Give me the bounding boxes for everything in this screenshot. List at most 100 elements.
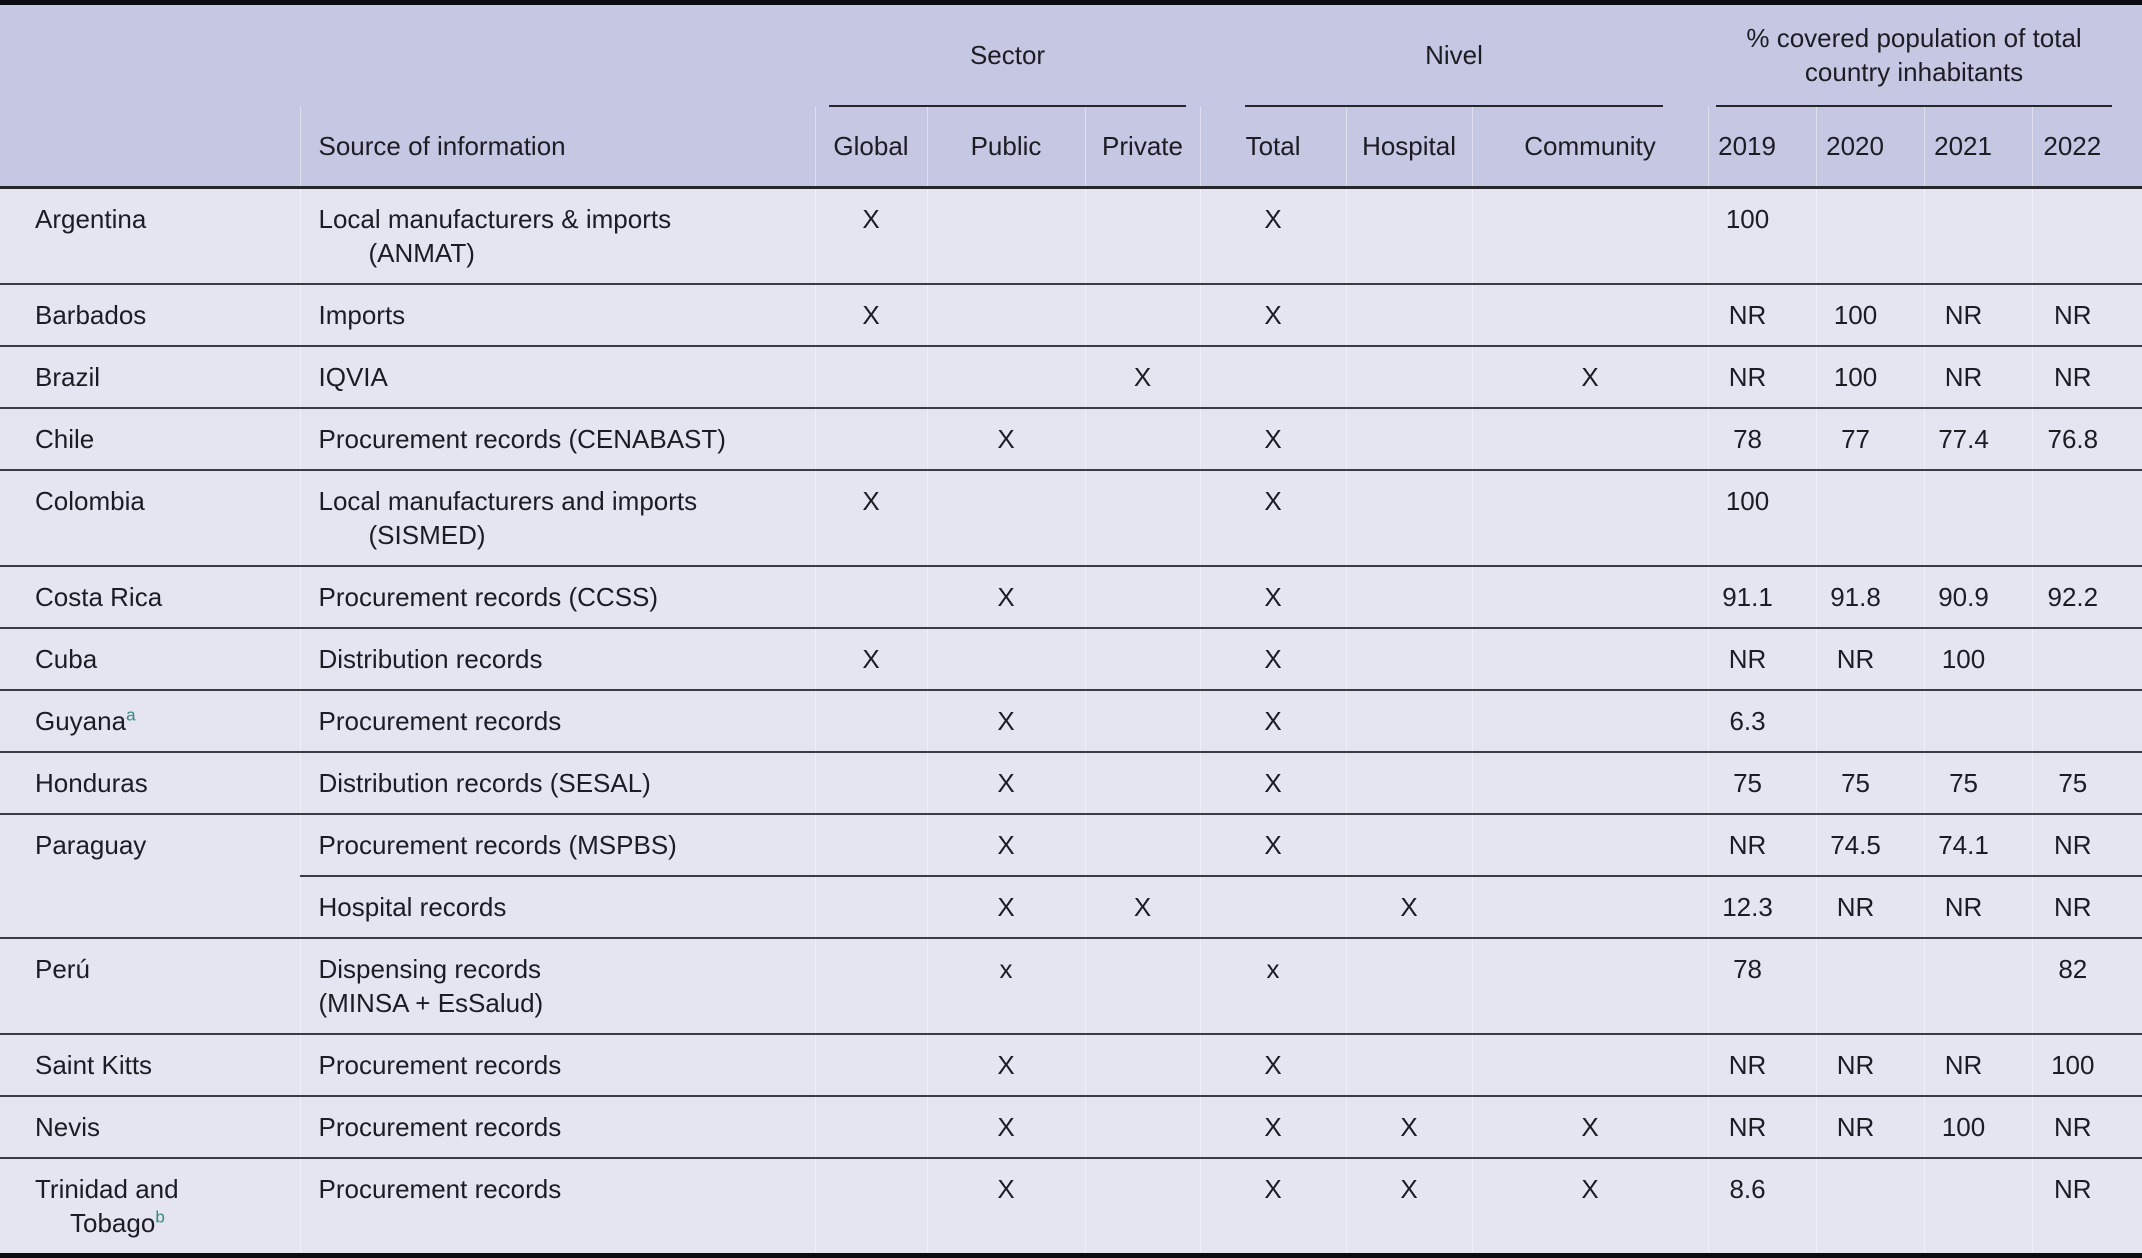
cell-coverage-2022: NR xyxy=(2032,876,2142,939)
cell-source: Local manufacturers & imports (ANMAT) xyxy=(300,187,816,285)
table-row: Hospital records X X X 12.3 NR NR NR xyxy=(0,876,2142,939)
cell-nivel-hospital xyxy=(1346,187,1473,285)
table-row: Saint Kitts Procurement records X X NR N… xyxy=(0,1034,2142,1097)
cell-sector-private xyxy=(1085,628,1201,691)
cell-nivel-hospital xyxy=(1346,566,1473,629)
cell-sector-global: X xyxy=(815,470,928,567)
cell-nivel-hospital xyxy=(1346,814,1473,877)
cell-sector-public: X xyxy=(927,690,1086,753)
cell-sector-public: X xyxy=(927,1158,1086,1256)
source-line1: Dispensing records xyxy=(318,954,542,984)
cell-sector-public xyxy=(927,284,1086,347)
cell-coverage-2022: NR xyxy=(2032,284,2142,347)
nivel-group-label: Nivel xyxy=(1425,40,1483,70)
cell-sector-public: X xyxy=(927,814,1086,877)
cell-coverage-2019: 8.6 xyxy=(1708,1158,1817,1256)
cell-source: IQVIA xyxy=(300,346,816,409)
cell-source: Procurement records xyxy=(300,690,816,753)
country-name: Honduras xyxy=(35,768,148,798)
cell-nivel-community xyxy=(1472,470,1709,567)
cell-coverage-2019: NR xyxy=(1708,1096,1817,1159)
cell-coverage-2019: NR xyxy=(1708,346,1817,409)
cell-coverage-2019: 91.1 xyxy=(1708,566,1817,629)
cell-coverage-2022: 76.8 xyxy=(2032,408,2142,471)
cell-country: Trinidad and Tobagob xyxy=(0,1158,301,1256)
cell-coverage-2021: NR xyxy=(1924,284,2033,347)
table-row: Brazil IQVIA X X NR 100 NR NR xyxy=(0,346,2142,409)
cell-sector-public xyxy=(927,470,1086,567)
source-line1: Procurement records (CENABAST) xyxy=(318,424,726,454)
cell-sector-global xyxy=(815,1096,928,1159)
cell-nivel-community xyxy=(1472,408,1709,471)
cell-coverage-2020: NR xyxy=(1816,1096,1925,1159)
sector-group-underline: Sector xyxy=(829,5,1187,107)
header-global: Global xyxy=(815,107,928,188)
cell-country: Chile xyxy=(0,408,301,471)
cell-source: Hospital records xyxy=(300,876,816,939)
cell-sector-global xyxy=(815,1158,928,1256)
cell-coverage-2022: NR xyxy=(2032,814,2142,877)
cell-coverage-2021: NR xyxy=(1924,1034,2033,1097)
cell-coverage-2021: 75 xyxy=(1924,752,2033,815)
country-name: Guyanaa xyxy=(35,705,136,736)
source-line2: (MINSA + EsSalud) xyxy=(318,988,544,1018)
cell-sector-global xyxy=(815,346,928,409)
cell-sector-public xyxy=(927,187,1086,285)
cell-nivel-total: X xyxy=(1200,470,1347,567)
cell-coverage-2022: 82 xyxy=(2032,938,2142,1035)
header-2019: 2019 xyxy=(1708,107,1817,188)
cell-nivel-community xyxy=(1472,628,1709,691)
footnote-marker: b xyxy=(155,1207,165,1227)
source-line1: Procurement records xyxy=(318,706,562,736)
cell-nivel-total: X xyxy=(1200,1096,1347,1159)
cell-nivel-community: X xyxy=(1472,1096,1709,1159)
cell-coverage-2019: 78 xyxy=(1708,408,1817,471)
cell-coverage-2020: 77 xyxy=(1816,408,1925,471)
header-hospital: Hospital xyxy=(1346,107,1473,188)
cell-coverage-2021 xyxy=(1924,1158,2033,1256)
cell-nivel-total: X xyxy=(1200,1034,1347,1097)
cell-sector-global xyxy=(815,814,928,877)
cell-nivel-total: X xyxy=(1200,628,1347,691)
source-line1: Local manufacturers & imports xyxy=(318,204,672,234)
cell-nivel-community: X xyxy=(1472,1158,1709,1256)
cell-nivel-community xyxy=(1472,690,1709,753)
country-name: Cuba xyxy=(35,644,98,674)
cell-nivel-community xyxy=(1472,566,1709,629)
cell-country: Honduras xyxy=(0,752,301,815)
coverage-group-label-line2: country inhabitants xyxy=(1804,57,2024,87)
cell-nivel-hospital xyxy=(1346,346,1473,409)
cell-sector-private xyxy=(1085,752,1201,815)
header-country-spacer xyxy=(0,2,300,107)
header-public: Public xyxy=(927,107,1086,188)
table-row: Chile Procurement records (CENABAST) X X… xyxy=(0,408,2142,471)
column-header-row: Source of information Global Public Priv… xyxy=(0,107,2142,188)
cell-sector-private: X xyxy=(1085,346,1201,409)
source-line2: (SISMED) xyxy=(368,520,486,550)
cell-nivel-community xyxy=(1472,814,1709,877)
cell-coverage-2022: NR xyxy=(2032,346,2142,409)
cell-coverage-2019: 12.3 xyxy=(1708,876,1817,939)
cell-coverage-2020: NR xyxy=(1816,876,1925,939)
cell-coverage-2021: 74.1 xyxy=(1924,814,2033,877)
cell-sector-private xyxy=(1085,187,1201,285)
cell-coverage-2020 xyxy=(1816,470,1925,567)
cell-nivel-community xyxy=(1472,938,1709,1035)
cell-sector-private xyxy=(1085,938,1201,1035)
table-row: Costa Rica Procurement records (CCSS) X … xyxy=(0,566,2142,629)
cell-nivel-hospital: X xyxy=(1346,876,1473,939)
cell-country: Colombia xyxy=(0,470,301,567)
cell-sector-private xyxy=(1085,1034,1201,1097)
coverage-group-label-line1: % covered population of total xyxy=(1746,23,2082,53)
cell-sector-global xyxy=(815,408,928,471)
group-header-row: Sector Nivel % covered population of tot… xyxy=(0,2,2142,107)
table-row: Trinidad and Tobagob Procurement records… xyxy=(0,1158,2142,1256)
cell-source: Imports xyxy=(300,284,816,347)
header-total: Total xyxy=(1200,107,1347,188)
cell-sector-public: X xyxy=(927,566,1086,629)
cell-nivel-total: X xyxy=(1200,690,1347,753)
cell-sector-global xyxy=(815,690,928,753)
cell-coverage-2019: 6.3 xyxy=(1708,690,1817,753)
cell-nivel-hospital xyxy=(1346,284,1473,347)
cell-nivel-hospital xyxy=(1346,690,1473,753)
